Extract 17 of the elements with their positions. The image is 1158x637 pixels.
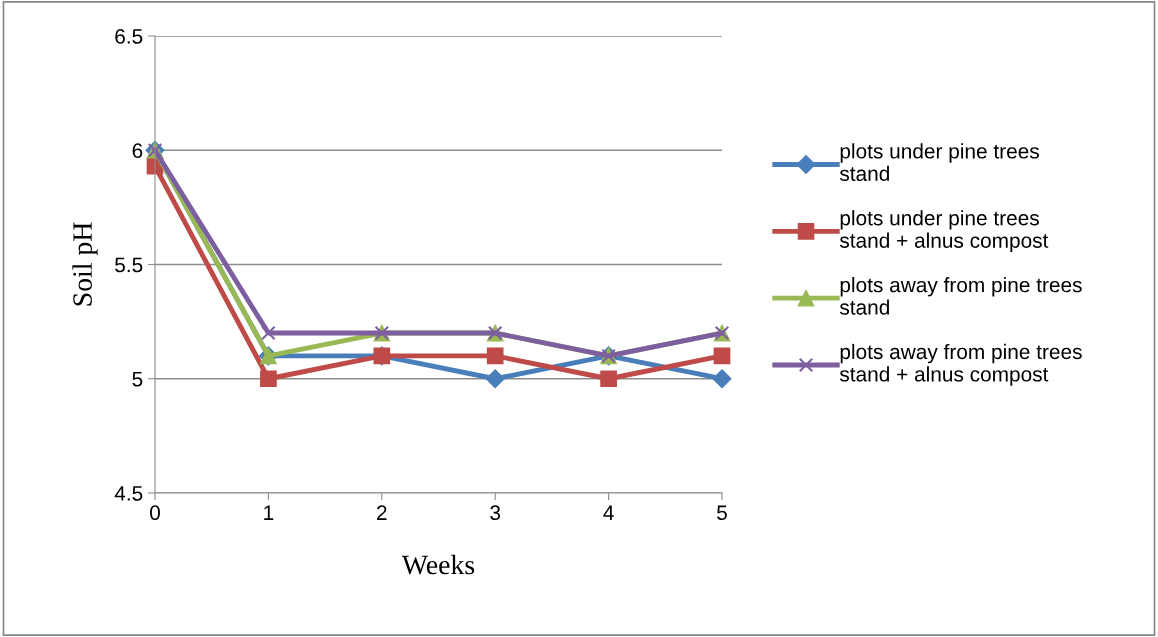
x-tick-label: 5 [717, 505, 727, 521]
legend-label: plots under pine trees stand + alnus compost [839, 210, 1049, 252]
legend-label: plots away from pine trees stand + alnus compost [839, 343, 1082, 386]
x-tick-label: 2 [377, 505, 387, 520]
x-tick-label: 3 [490, 505, 501, 521]
y-tick-label: 6 [132, 143, 143, 158]
y-axis-title: Soil pH [72, 222, 98, 306]
x-tick-label: 0 [150, 505, 160, 521]
legend-label: plots away from pine trees stand [839, 277, 1082, 315]
y-tick-label: 6.5 [115, 29, 143, 44]
x-axis-title: Weeks [401, 554, 475, 575]
legend-label: plots under pine trees stand [839, 143, 1039, 182]
x-tick-label: 1 [264, 505, 274, 520]
y-tick-label: 5.5 [115, 257, 143, 273]
x-tick-label: 4 [603, 505, 614, 520]
y-tick-label: 4.5 [114, 486, 143, 501]
y-tick-label: 5 [132, 371, 143, 387]
